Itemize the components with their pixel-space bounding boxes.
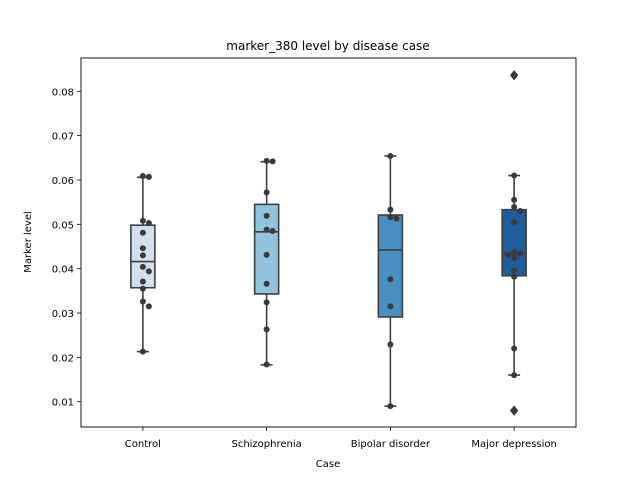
data-point [511,345,518,352]
data-point [145,219,152,226]
data-point [263,361,270,368]
x-tick-label: Bipolar disorder [351,439,431,450]
data-point [139,285,146,292]
box-2 [377,214,404,318]
y-tick-label: 0.05 [52,220,74,231]
data-point [139,245,146,252]
data-point [511,407,518,414]
data-point [263,251,270,258]
data-point [517,208,524,215]
data-point [145,268,152,275]
plot-area: 0.01 0.02 0.03 0.04 0.05 0.06 0.07 0.08 Control S… [52,70,557,450]
data-point [511,204,518,211]
data-point [263,226,270,233]
data-point [511,172,518,179]
x-tick-label: Schizophrenia [231,439,301,450]
y-tick-label: 0.04 [52,265,74,276]
data-point [511,372,518,379]
data-point [263,299,270,306]
x-tick-label: Major depression [471,439,557,450]
y-tick-label: 0.02 [52,353,74,364]
data-point [263,326,270,333]
data-point [387,206,394,213]
axes-frame [80,57,577,428]
data-point [139,172,146,179]
x-axis-label: Case [316,459,340,470]
data-point [145,303,152,310]
data-point [511,255,518,262]
data-point [505,251,512,258]
data-point [387,303,394,310]
data-point [269,158,276,165]
data-point [139,217,146,224]
y-tick-label: 0.01 [52,398,74,409]
data-point [139,252,146,259]
data-point [263,280,270,287]
data-point [517,250,524,257]
data-point [139,278,146,285]
data-point [387,403,394,410]
data-point [145,173,152,180]
chart-title: marker_380 level by disease case [226,39,429,53]
data-point [269,227,276,234]
data-point [263,189,270,196]
y-tick-label: 0.08 [52,87,74,98]
y-tick-label: 0.07 [52,132,74,143]
data-point [139,298,146,305]
data-point [511,219,518,226]
data-point [387,153,394,160]
data-point [263,157,270,164]
y-tick-label: 0.06 [52,176,74,187]
box-1 [253,203,280,295]
data-point [393,215,400,222]
data-point [263,212,270,219]
data-point [511,196,518,203]
data-point [511,267,518,274]
data-point [511,249,518,256]
data-point [511,72,518,79]
data-point [139,348,146,355]
data-point [387,276,394,283]
y-axis-label: Marker level [23,211,34,273]
data-point [387,341,394,348]
data-point [139,263,146,270]
x-tick-label: Control [125,439,161,450]
data-point [139,229,146,236]
data-point [511,273,518,280]
y-tick-label: 0.03 [52,309,74,320]
data-point [387,214,394,221]
